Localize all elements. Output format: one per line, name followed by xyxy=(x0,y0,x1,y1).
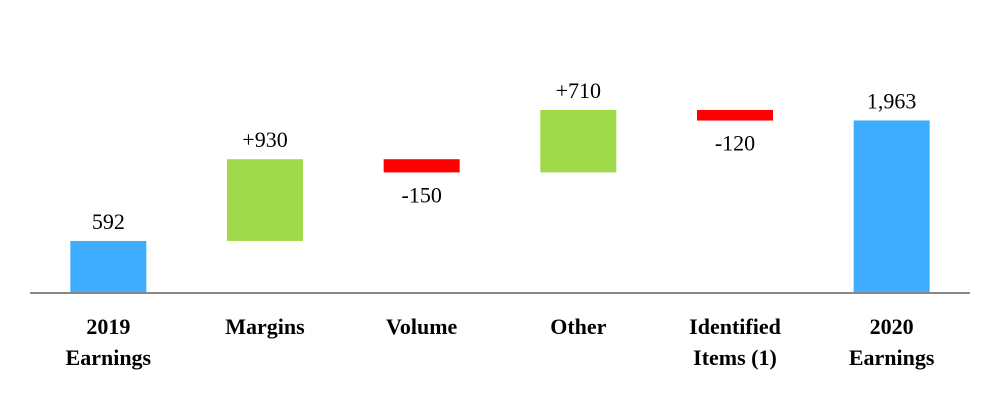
value-label: -150 xyxy=(402,182,442,207)
bar xyxy=(853,120,930,293)
value-label: 1,963 xyxy=(867,88,917,113)
x-tick-label: Other xyxy=(550,314,607,339)
value-label: +930 xyxy=(242,127,287,152)
x-tick-label: Volume xyxy=(386,314,458,339)
bar xyxy=(697,110,773,121)
x-tick-label: Margins xyxy=(225,314,305,339)
value-label: +710 xyxy=(556,78,601,103)
x-tick-label: Identified Items (1) xyxy=(689,314,781,370)
x-tick-label: 2019 Earnings xyxy=(65,314,152,370)
bar xyxy=(227,159,303,241)
bar xyxy=(540,110,617,173)
value-label: 592 xyxy=(92,209,125,234)
bar xyxy=(383,159,460,173)
x-tick-label: 2020 Earnings xyxy=(848,314,935,370)
value-label: -120 xyxy=(715,131,755,156)
bar xyxy=(70,240,147,293)
